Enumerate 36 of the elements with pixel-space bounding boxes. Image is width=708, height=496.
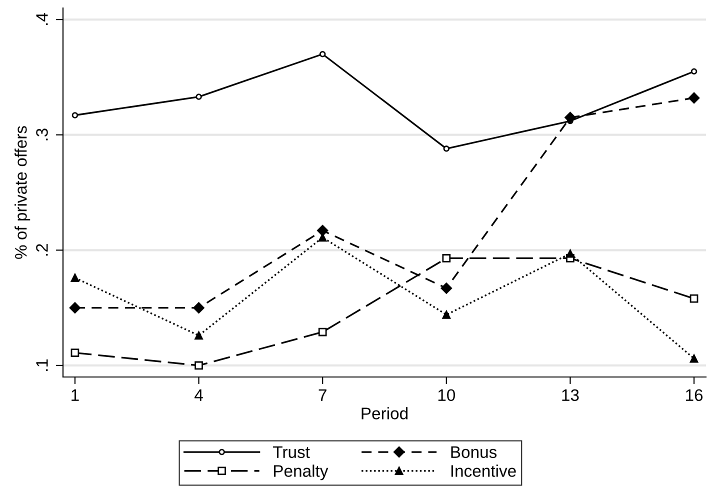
y-axis-title: % of private offers bbox=[14, 126, 30, 259]
point bbox=[690, 354, 698, 363]
point bbox=[196, 94, 202, 100]
point bbox=[690, 294, 698, 303]
x-tick-label: 10 bbox=[438, 389, 456, 402]
y-tick-label: .3 bbox=[36, 128, 48, 140]
legend-label: Bonus bbox=[451, 446, 497, 458]
x-tick-label: 7 bbox=[318, 389, 326, 401]
point bbox=[316, 224, 328, 236]
point bbox=[442, 310, 451, 319]
point bbox=[194, 331, 203, 340]
y-tick-label: .2 bbox=[36, 244, 48, 256]
legend-label: Penalty bbox=[274, 464, 328, 480]
x-axis-title: Period bbox=[362, 407, 408, 420]
point bbox=[72, 112, 78, 118]
legend-label: Trust bbox=[273, 446, 310, 458]
y-tick-label: .1 bbox=[36, 359, 48, 371]
point bbox=[440, 282, 452, 294]
point bbox=[442, 254, 451, 262]
point bbox=[443, 146, 450, 152]
x-tick-label: 4 bbox=[194, 389, 203, 401]
x-tick-label: 16 bbox=[686, 389, 703, 402]
legend-label: Incentive bbox=[451, 464, 516, 477]
point bbox=[688, 92, 700, 104]
y-tick-label: .4 bbox=[36, 13, 48, 25]
point bbox=[70, 274, 80, 282]
point bbox=[564, 112, 576, 124]
point bbox=[193, 302, 204, 314]
x-tick-label: 13 bbox=[562, 389, 579, 402]
point bbox=[194, 361, 203, 370]
point bbox=[70, 348, 80, 357]
point bbox=[319, 51, 326, 58]
point bbox=[318, 328, 327, 336]
point bbox=[69, 302, 81, 314]
point bbox=[690, 68, 698, 75]
x-tick-label: 1 bbox=[72, 389, 79, 401]
